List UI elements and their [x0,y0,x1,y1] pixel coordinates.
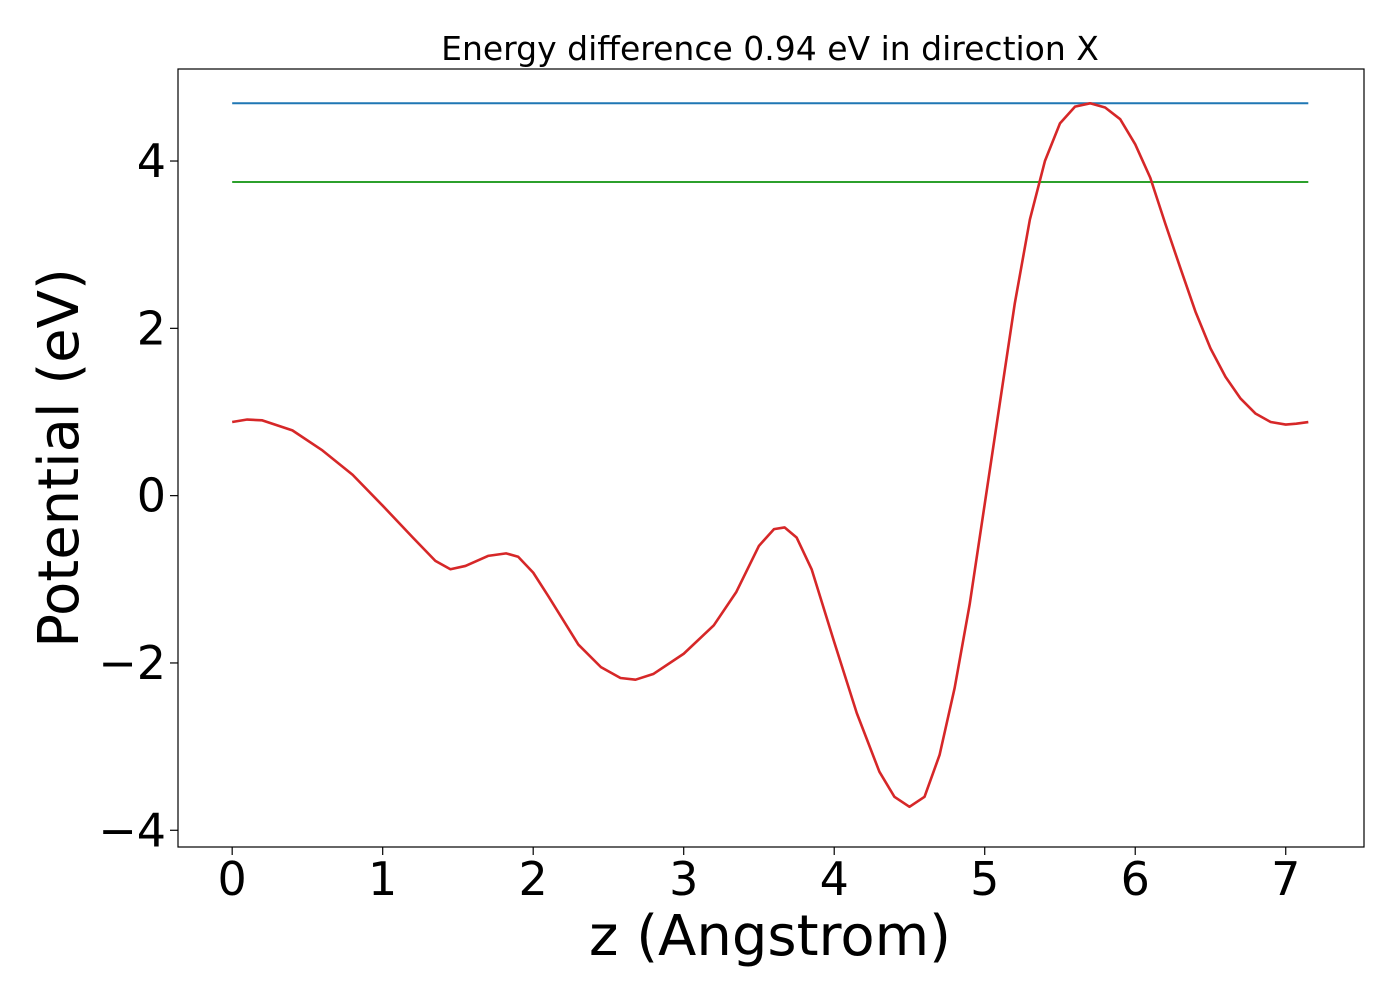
y-tick-label: −2 [98,636,166,690]
x-tick-label: 6 [1121,852,1150,906]
series-2-point [261,419,263,421]
series-2-point [1059,122,1061,124]
plot-frame [177,68,1365,848]
series-2-point [532,572,534,574]
y-tick-label: 2 [137,301,166,355]
series-2-point [517,556,519,558]
series-2-point [908,806,910,808]
series-2-point [1164,223,1166,225]
series-2-point [505,552,507,554]
series-2-point [939,754,941,756]
x-tick-label: 5 [970,852,999,906]
series-2-point [758,545,760,547]
series-2-point [811,568,813,570]
series-2-point [735,591,737,593]
series-2-point [1134,143,1136,145]
series-2-point [984,503,986,505]
series-2-point [1307,421,1309,423]
series-2-point [1104,106,1106,108]
series-2-point [1044,160,1046,162]
x-tick-label: 3 [669,852,698,906]
series-2-point [412,536,414,538]
series-2-point [1209,347,1211,349]
series-2-point [382,505,384,507]
series-2-point [713,624,715,626]
series-2-point [1149,177,1151,179]
series-2-point [291,429,293,431]
y-tick-label: 0 [137,469,166,523]
series-1-point [231,181,233,183]
x-axis-label: z (Angstrom) [589,904,951,969]
series-2-point [600,666,602,668]
series-2-point [547,595,549,597]
series-2-point [1014,302,1016,304]
series-0-point [231,102,233,104]
y-tick-label: 4 [137,134,166,188]
series-2-point [796,536,798,538]
x-tick-label: 0 [218,852,247,906]
series-2-point [878,771,880,773]
series-2-point [1225,376,1227,378]
series-2-point [434,560,436,562]
series-2-point [683,653,685,655]
x-tick-label: 1 [368,852,397,906]
series-2-point [856,712,858,714]
series-2-point [1029,219,1031,221]
series-2-point [773,528,775,530]
series-2-point [352,474,354,476]
series-2-point [1285,424,1287,426]
series-2-point [653,673,655,675]
series-0-point [1307,102,1309,104]
series-2-point [1255,413,1257,415]
series-2-point [893,796,895,798]
series-line-2 [231,102,1309,809]
series-2-point [969,603,971,605]
series-2-point [784,526,786,528]
series-2-point [1119,118,1121,120]
series-2-point [954,687,956,689]
x-axis: 0 1 2 3 4 5 6 7 [218,847,1300,906]
series-2-point [833,641,835,643]
y-axis-label: Potential (eV) [27,268,92,648]
x-tick-label: 4 [820,852,849,906]
series-2-point [321,449,323,451]
series-2-point [635,679,637,681]
series-2-point [1194,311,1196,313]
x-tick-label: 7 [1271,852,1300,906]
series-2-point [1179,267,1181,269]
series-2-point [1295,423,1297,425]
series-2-point [1270,421,1272,423]
series-2-point [619,677,621,679]
series-2-point [1240,398,1242,400]
series-2-point [1074,106,1076,108]
chart-title: Energy difference 0.94 eV in direction X [441,29,1099,68]
series-2-point [449,568,451,570]
y-axis: −4 −2 0 2 4 [98,134,178,857]
x-tick-label: 2 [519,852,548,906]
series-2-point [246,419,248,421]
series-group [231,102,1309,809]
y-tick-label: −4 [98,803,166,857]
series-2-point [231,421,233,423]
series-2-point [1089,102,1091,104]
series-2-point [999,403,1001,405]
series-2-point [487,555,489,557]
series-2-point [924,796,926,798]
series-2-point [464,565,466,567]
series-2-point [577,644,579,646]
series-1-point [1307,181,1309,183]
